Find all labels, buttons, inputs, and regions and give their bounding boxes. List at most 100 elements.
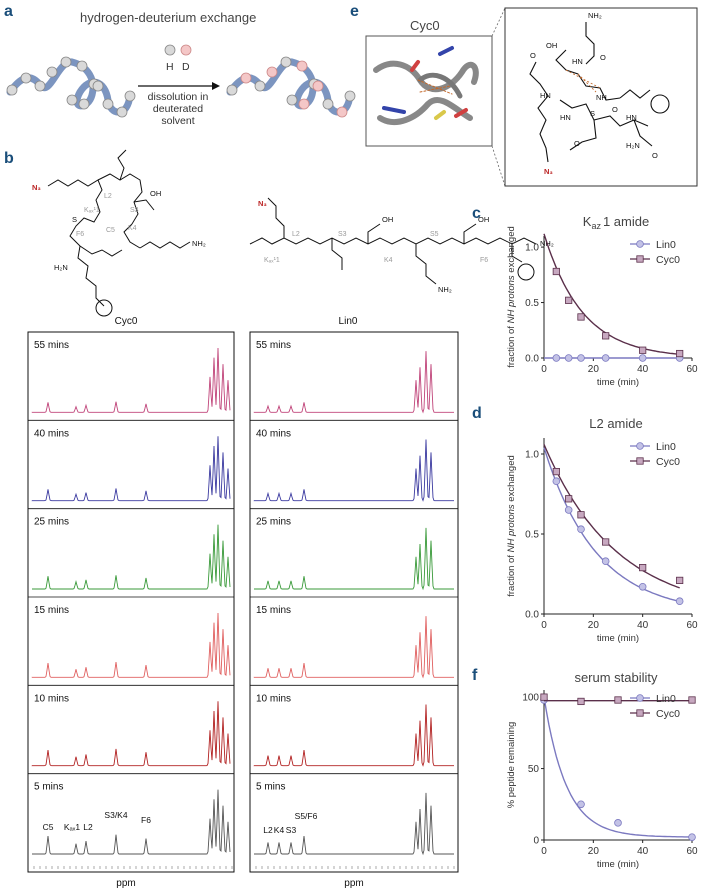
data-point-cyc0 bbox=[688, 696, 696, 704]
data-point-cyc0 bbox=[602, 332, 610, 340]
spectrum-trace bbox=[31, 701, 231, 767]
lin-n3-label: N₃ bbox=[258, 199, 267, 208]
lin-k4-label: K4 bbox=[384, 257, 393, 264]
arrow-text-2: deuterated bbox=[153, 103, 203, 115]
deuterium-dot bbox=[298, 98, 310, 110]
x-tick-label: 40 bbox=[637, 846, 649, 857]
data-point-lin0 bbox=[601, 557, 610, 565]
lin-f6-label: F6 bbox=[480, 257, 488, 264]
y-axis-label: fraction of NH protons exchanged bbox=[506, 226, 517, 368]
x-tick-label: 60 bbox=[686, 364, 698, 375]
e-hn-label-2: HN bbox=[540, 91, 551, 100]
data-point-cyc0 bbox=[540, 693, 548, 701]
data-point-cyc0 bbox=[639, 564, 647, 572]
struct-3d-render bbox=[373, 46, 479, 125]
peak-label: K4 bbox=[274, 825, 285, 835]
data-point-cyc0 bbox=[577, 697, 585, 706]
x-axis-label: time (min) bbox=[597, 377, 639, 388]
hdx-title: hydrogen-deuterium exchange bbox=[80, 10, 256, 25]
deuterium-dot bbox=[312, 80, 324, 92]
x-tick-label: 20 bbox=[588, 364, 600, 375]
spectra-frame bbox=[249, 331, 459, 873]
data-point-cyc0 bbox=[614, 696, 622, 704]
lin-oh-label-1: OH bbox=[382, 215, 393, 224]
y-tick-label: 1.0 bbox=[525, 450, 539, 461]
cyc-oh-label: OH bbox=[150, 189, 161, 198]
nmr-spectra-cyc0: 55 mins 40 mins 25 mins 15 mins 10 mins 5 min… bbox=[27, 331, 235, 873]
data-point-cyc0 bbox=[602, 538, 610, 546]
lin-kaz1-label: Kₐₓ¹1 bbox=[264, 257, 280, 264]
y-tick-label: 0.0 bbox=[525, 610, 539, 621]
arrow-text-3: solvent bbox=[161, 115, 194, 127]
data-point-lin0 bbox=[577, 525, 585, 533]
legend-label: Lin0 bbox=[656, 441, 676, 453]
legend-label: Lin0 bbox=[656, 693, 676, 705]
y-axis-label: fraction of NH protons exchanged bbox=[506, 455, 517, 597]
x-tick-label: 60 bbox=[686, 620, 698, 631]
spectrum-trace bbox=[254, 792, 454, 856]
spectrum-trace bbox=[253, 704, 454, 767]
data-point-lin0 bbox=[577, 800, 585, 809]
x-tick-label: 0 bbox=[541, 620, 547, 631]
fit-curve-cyc0 bbox=[543, 233, 680, 355]
hdx-legend: H D bbox=[164, 44, 192, 73]
y-tick-label: 0.5 bbox=[525, 298, 539, 309]
e-o-label-2: O bbox=[612, 105, 618, 114]
hydrogen-dot bbox=[46, 66, 58, 78]
spectrum-time-label: 25 mins bbox=[256, 517, 291, 528]
lin-ppm-label: ppm bbox=[344, 878, 363, 889]
chart-d-title: L2 amide bbox=[589, 416, 642, 431]
e-nh-label: NH bbox=[596, 93, 607, 102]
hydrogen-dot bbox=[322, 98, 334, 110]
spectrum-time-label: 55 mins bbox=[34, 340, 69, 351]
spectrum-time-label: 10 mins bbox=[256, 693, 291, 704]
legend-d: D bbox=[182, 61, 190, 73]
y-axis-label: % peptide remaining bbox=[506, 722, 517, 809]
peak-label: S3/K4 bbox=[104, 810, 127, 820]
x-axis-label: time (min) bbox=[597, 633, 639, 644]
data-point-cyc0 bbox=[552, 467, 560, 476]
y-tick-label: 50 bbox=[528, 764, 540, 775]
legend-label: Lin0 bbox=[656, 239, 676, 251]
data-point-cyc0 bbox=[577, 313, 585, 321]
legend-marker-lin0 bbox=[636, 240, 644, 248]
cyc-k4-label: K4 bbox=[128, 225, 137, 232]
panel-label-d: d bbox=[472, 405, 482, 422]
spectrum-trace bbox=[253, 616, 454, 679]
hydrogen-dot bbox=[60, 56, 72, 68]
peak-label: Kₐₓ1 bbox=[64, 822, 81, 832]
y-tick-label: 0 bbox=[533, 836, 539, 847]
fit-curve-cyc0 bbox=[543, 444, 680, 589]
legend-marker-lin0 bbox=[636, 694, 644, 702]
spectrum-time-label: 10 mins bbox=[34, 693, 69, 704]
peak-label: F6 bbox=[141, 815, 151, 825]
fit-curve-lin0 bbox=[543, 696, 693, 838]
x-tick-label: 60 bbox=[686, 846, 698, 857]
hdx-peptide-after bbox=[226, 56, 356, 118]
hydrogen-dot bbox=[66, 94, 78, 106]
legend-label: Cyc0 bbox=[656, 254, 680, 266]
spectrum-trace bbox=[31, 347, 231, 413]
spectrum-time-label: 25 mins bbox=[34, 517, 69, 528]
data-point-lin0 bbox=[688, 833, 696, 841]
e-o-label-5: O bbox=[530, 51, 536, 60]
cyc-n3-label: N₃ bbox=[32, 183, 41, 192]
x-tick-label: 20 bbox=[588, 620, 600, 631]
data-point-cyc0 bbox=[676, 349, 684, 358]
cyc-h2n-label: H₂N bbox=[54, 263, 68, 272]
cyc0-name: Cyc0 bbox=[115, 316, 138, 327]
spectrum-trace bbox=[31, 612, 231, 678]
spectra-frame bbox=[27, 331, 235, 873]
hydrogen-dot bbox=[20, 72, 32, 84]
cyc-nh2-label: NH₂ bbox=[192, 239, 206, 248]
cyc-s3-label: S3 bbox=[130, 207, 139, 214]
spectrum-time-label: 15 mins bbox=[34, 605, 69, 616]
x-tick-label: 0 bbox=[541, 364, 547, 375]
data-point-lin0 bbox=[552, 354, 561, 362]
hydrogen-dot bbox=[280, 56, 292, 68]
spectrum-trace bbox=[31, 436, 231, 502]
spectrum-trace bbox=[32, 789, 231, 855]
e-nh2-label: NH₂ bbox=[588, 11, 602, 20]
x-tick-label: 20 bbox=[588, 846, 600, 857]
